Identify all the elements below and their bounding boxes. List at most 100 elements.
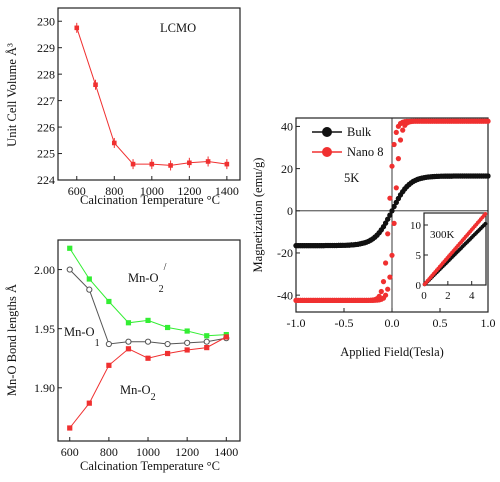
mn-o1-annotation: Mn-O1	[64, 325, 100, 349]
mn-o1-point	[66, 266, 73, 273]
y-tick-label: 0	[416, 280, 422, 292]
volume-point	[168, 163, 173, 168]
x-tick-label: 0.0	[385, 316, 400, 330]
x-tick-label: 0	[421, 290, 427, 302]
panel-a-y-axis-title: Unit Cell Volume Å³	[5, 43, 19, 147]
mn-o2-point	[145, 355, 151, 361]
inset-300k: 0 2 4 0 5 10 300K	[410, 212, 488, 302]
nano8-point	[400, 127, 406, 133]
x-tick-label: 1200	[175, 445, 199, 459]
mn-o1-point	[184, 339, 191, 346]
y-tick-label: 226	[37, 120, 55, 134]
nano8-point	[385, 286, 391, 292]
nano8-point	[378, 288, 384, 295]
x-tick-label: 2	[445, 290, 451, 302]
x-tick-label: 1400	[215, 184, 239, 198]
mn-o2-prime-superscript: /	[164, 262, 167, 273]
mn-o2-prime-point	[184, 328, 190, 334]
unit-cell-volume-panel: 600 800 1000 1200 1400224225226227228229230 …	[5, 7, 241, 207]
mn-o2-prime-point	[106, 298, 112, 305]
mn-o2-text: Mn-O	[120, 383, 151, 397]
mn-o2-prime-point	[125, 320, 132, 326]
volume-point	[111, 140, 117, 146]
volume-point	[93, 82, 98, 88]
mn-o2-subscript: 2	[151, 392, 156, 403]
legend: Bulk Nano 8	[312, 125, 383, 159]
nano8-point	[387, 195, 393, 201]
mn-o1-point	[164, 340, 171, 348]
bulk-point	[485, 173, 491, 179]
mn-o2-prime-point	[204, 333, 210, 339]
mn-o2-point	[67, 425, 73, 431]
x-tick-label: 1200	[177, 184, 201, 198]
mn-o2-prime-point	[67, 245, 73, 251]
nano8-point	[393, 185, 399, 191]
volume-point	[149, 161, 155, 167]
x-tick-label: 800	[105, 184, 123, 198]
x-tick-label: 1000	[136, 445, 160, 459]
volume-point	[187, 160, 192, 166]
inset-nano8-point	[483, 212, 488, 216]
nano8-point	[383, 260, 389, 266]
mn-o2-prime-point	[164, 324, 171, 331]
y-tick-label: 5	[416, 250, 422, 262]
x-tick-label: 600	[68, 184, 86, 198]
y-tick-label: 227	[37, 94, 55, 108]
y-tick-label: 10	[410, 220, 422, 232]
mn-o2-prime-point	[86, 276, 92, 282]
panel-c-x-axis-title: Applied Field(Tesla)	[340, 345, 444, 359]
nano8-point	[389, 163, 395, 169]
y-tick-label: 1.90	[34, 381, 55, 395]
x-tick-label: 4	[469, 290, 475, 302]
nano8-point	[385, 231, 391, 237]
nano8-point	[387, 274, 393, 280]
legend-bulk-label: Bulk	[347, 125, 372, 139]
mn-o2-point	[125, 346, 132, 352]
inset-frame	[423, 212, 487, 286]
nano8-point	[395, 156, 401, 162]
mn-o1-point	[125, 338, 132, 345]
mn-o1-subscript: 1	[95, 338, 100, 349]
mn-o2-point	[164, 350, 171, 357]
x-tick-label: 1000	[140, 184, 164, 198]
nano8-point	[383, 292, 389, 298]
mn-o2-prime-point	[145, 317, 151, 323]
x-tick-label: 800	[100, 445, 118, 459]
mn-o2-point	[86, 400, 92, 406]
lcmo-annotation: LCMO	[160, 21, 196, 35]
y-tick-label: 228	[37, 67, 55, 81]
x-tick-label: 600	[61, 445, 79, 459]
mn-o2-annotation: Mn-O2	[120, 383, 156, 403]
panel-c-y-axis-title: Magnetization (emu/g)	[251, 158, 265, 273]
five-k-annotation: 5K	[344, 171, 359, 185]
mn-o2-point	[204, 344, 210, 351]
x-tick-label: 1400	[214, 445, 238, 459]
x-tick-label: 0.5	[433, 316, 448, 330]
panel-b-frame	[57, 239, 241, 442]
nano8-point	[393, 129, 399, 135]
y-tick-label: 229	[37, 41, 55, 55]
nano8-point	[380, 279, 387, 285]
y-tick-label: 20	[281, 162, 293, 176]
nano8-point	[397, 137, 404, 143]
volume-point	[74, 25, 80, 31]
y-tick-label: 224	[37, 173, 55, 187]
x-tick-label: -1.0	[287, 316, 306, 330]
panel-a-frame	[57, 7, 241, 181]
mn-o2-prime-text: Mn-O	[128, 271, 159, 285]
panel-b-y-axis-title: Mn-O Bond lengths Å	[5, 284, 19, 396]
y-tick-label: 0	[287, 204, 293, 218]
y-tick-label: -40	[277, 288, 293, 302]
panel-b-x-axis-title: Calcination Temperature °C	[80, 459, 220, 473]
mn-o1-point	[105, 340, 112, 348]
mn-o1-point	[144, 338, 152, 345]
nano8-point	[391, 220, 397, 226]
volume-point	[130, 161, 136, 167]
nano8-point	[391, 141, 397, 148]
panel-a-x-axis-title: Calcination Temperature °C	[80, 193, 220, 207]
y-tick-label: -20	[277, 246, 293, 260]
mn-o1-point	[203, 338, 210, 345]
mn-o2-point	[184, 347, 190, 353]
